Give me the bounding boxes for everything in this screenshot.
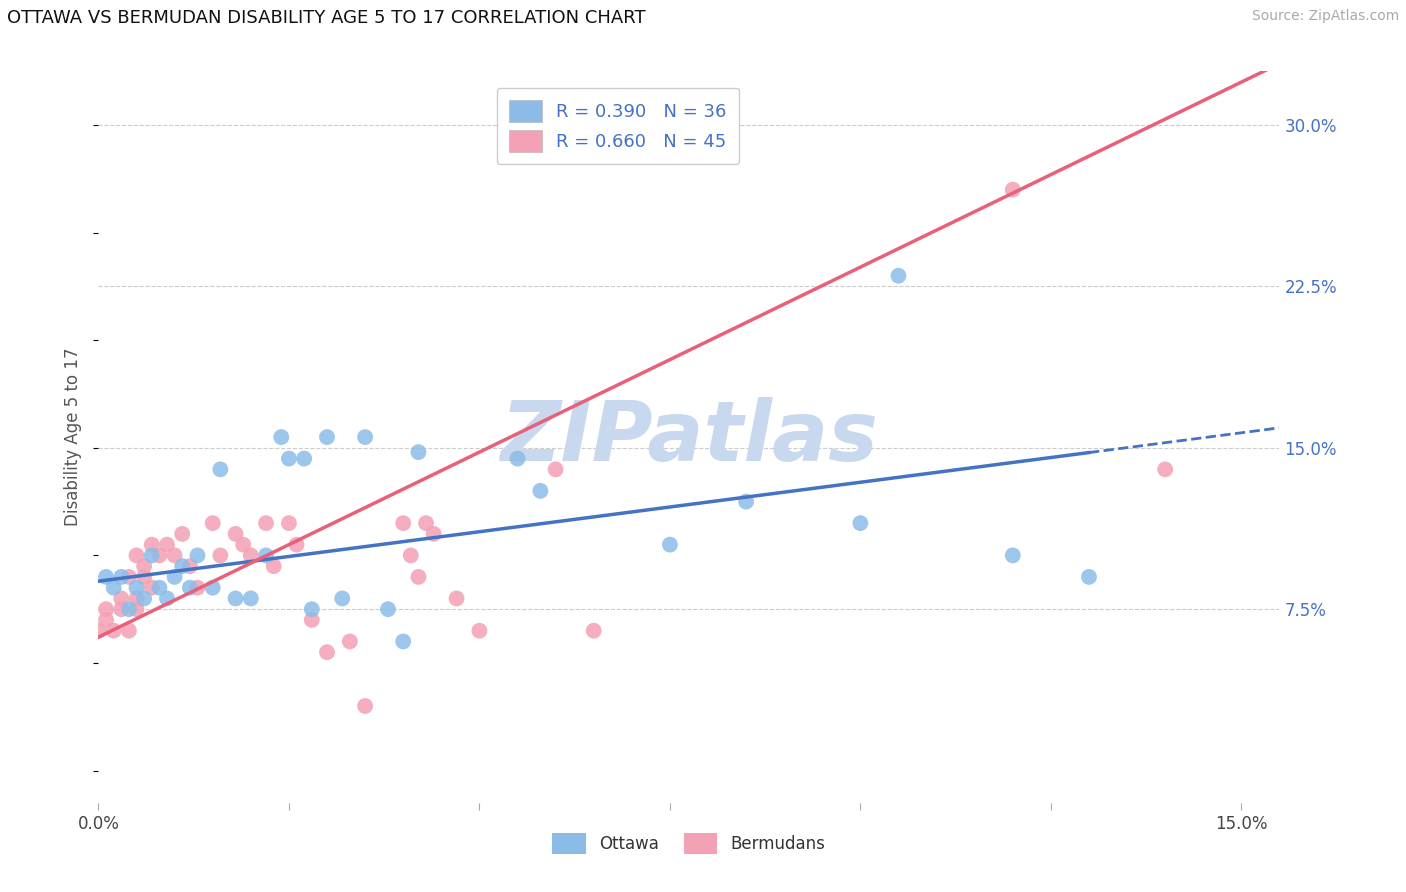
Point xyxy=(103,624,125,638)
Point xyxy=(232,538,254,552)
Point xyxy=(285,538,308,552)
Point xyxy=(156,538,179,552)
Point xyxy=(316,645,339,659)
Point xyxy=(87,624,110,638)
Legend: Ottawa, Bermudans: Ottawa, Bermudans xyxy=(546,827,832,860)
Point xyxy=(339,634,361,648)
Point xyxy=(201,516,224,530)
Point xyxy=(529,483,551,498)
Point xyxy=(354,698,377,713)
Point xyxy=(125,549,148,563)
Point xyxy=(277,451,299,466)
Point xyxy=(118,624,141,638)
Point xyxy=(506,451,529,466)
Point xyxy=(110,570,132,584)
Point xyxy=(263,559,285,574)
Point xyxy=(399,549,422,563)
Point xyxy=(415,516,437,530)
Point xyxy=(422,527,444,541)
Point xyxy=(446,591,468,606)
Point xyxy=(301,613,323,627)
Point xyxy=(408,445,430,459)
Point xyxy=(125,581,148,595)
Point xyxy=(225,591,247,606)
Text: ZIPatlas: ZIPatlas xyxy=(501,397,877,477)
Point xyxy=(103,581,125,595)
Point xyxy=(316,430,339,444)
Point xyxy=(94,602,117,616)
Point xyxy=(301,602,323,616)
Point xyxy=(735,494,758,508)
Text: OTTAWA VS BERMUDAN DISABILITY AGE 5 TO 17 CORRELATION CHART: OTTAWA VS BERMUDAN DISABILITY AGE 5 TO 1… xyxy=(7,9,645,27)
Point xyxy=(94,570,117,584)
Point xyxy=(239,549,262,563)
Point xyxy=(582,624,605,638)
Point xyxy=(179,559,201,574)
Point xyxy=(125,602,148,616)
Point xyxy=(110,602,132,616)
Point xyxy=(163,570,186,584)
Point xyxy=(277,516,299,530)
Point xyxy=(658,538,681,552)
Point xyxy=(254,549,277,563)
Point xyxy=(94,613,117,627)
Point xyxy=(254,516,277,530)
Point xyxy=(134,559,156,574)
Point xyxy=(377,602,399,616)
Point xyxy=(110,591,132,606)
Point xyxy=(141,549,163,563)
Point xyxy=(1154,462,1177,476)
Point xyxy=(201,581,224,595)
Point xyxy=(330,591,353,606)
Point xyxy=(156,591,179,606)
Point xyxy=(125,591,148,606)
Point xyxy=(270,430,292,444)
Point xyxy=(209,462,232,476)
Point xyxy=(118,602,141,616)
Point xyxy=(292,451,315,466)
Point xyxy=(392,516,415,530)
Point xyxy=(134,570,156,584)
Point xyxy=(179,581,201,595)
Point xyxy=(468,624,491,638)
Point xyxy=(141,538,163,552)
Point xyxy=(141,581,163,595)
Point xyxy=(408,570,430,584)
Point xyxy=(172,559,194,574)
Point xyxy=(225,527,247,541)
Y-axis label: Disability Age 5 to 17: Disability Age 5 to 17 xyxy=(65,348,83,526)
Point xyxy=(134,591,156,606)
Point xyxy=(849,516,872,530)
Point xyxy=(239,591,262,606)
Point xyxy=(1078,570,1101,584)
Point xyxy=(1001,549,1024,563)
Point xyxy=(392,634,415,648)
Point xyxy=(209,549,232,563)
Point xyxy=(1001,183,1024,197)
Point xyxy=(118,570,141,584)
Point xyxy=(544,462,567,476)
Text: Source: ZipAtlas.com: Source: ZipAtlas.com xyxy=(1251,9,1399,23)
Point xyxy=(887,268,910,283)
Point xyxy=(172,527,194,541)
Point xyxy=(163,549,186,563)
Point xyxy=(148,581,170,595)
Point xyxy=(148,549,170,563)
Point xyxy=(354,430,377,444)
Point xyxy=(186,549,208,563)
Point xyxy=(186,581,208,595)
